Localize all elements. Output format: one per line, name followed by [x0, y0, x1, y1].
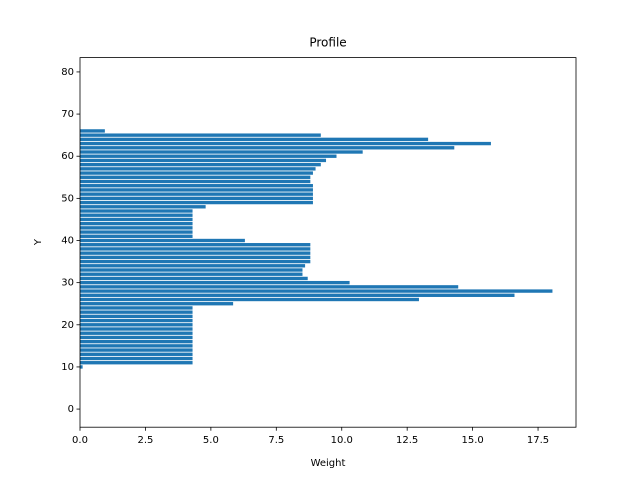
y-tick-label: 0 [68, 404, 74, 415]
bar [80, 247, 311, 251]
bar [80, 365, 83, 369]
x-tick-label: 0.0 [72, 435, 88, 446]
bar [80, 259, 311, 264]
bar [80, 226, 193, 230]
x-tick-label: 10.0 [331, 435, 353, 446]
bar [80, 255, 311, 260]
bar [80, 335, 193, 340]
y-tick-label: 20 [61, 320, 74, 331]
bar [80, 221, 193, 226]
bar [80, 196, 313, 201]
y-tick-label: 40 [61, 236, 74, 247]
bar [80, 268, 303, 272]
x-tick-label: 12.5 [396, 435, 418, 446]
bar [80, 179, 311, 184]
bar [80, 297, 419, 302]
bar [80, 264, 306, 268]
bar [80, 167, 316, 171]
x-tick-label: 2.5 [137, 435, 153, 446]
x-tick-label: 17.5 [527, 435, 549, 446]
bar [80, 280, 350, 285]
bar [80, 175, 311, 179]
bar [80, 133, 321, 137]
bar [80, 344, 193, 348]
x-axis-label: Weight [311, 458, 346, 469]
y-tick-label: 10 [61, 362, 74, 373]
bar [80, 272, 303, 276]
bar [80, 200, 313, 205]
x-tick-label: 7.5 [268, 435, 284, 446]
bar [80, 141, 491, 146]
bar [80, 310, 193, 314]
bar [80, 171, 313, 175]
bar [80, 209, 193, 213]
bar [80, 306, 193, 310]
bar [80, 230, 193, 234]
x-tick-label: 5.0 [203, 435, 219, 446]
bar [80, 276, 308, 281]
bar [80, 348, 193, 352]
bar [80, 323, 193, 327]
x-tick-label: 15.0 [461, 435, 483, 446]
bar [80, 234, 193, 238]
y-tick-label: 60 [61, 151, 74, 162]
bar [80, 188, 313, 192]
bar [80, 251, 311, 255]
bar [80, 137, 429, 142]
bar [80, 339, 193, 344]
bar [80, 314, 193, 319]
y-tick-label: 30 [61, 278, 74, 289]
bar [80, 158, 327, 163]
bar [80, 243, 311, 247]
bar [80, 293, 515, 297]
y-tick-label: 80 [61, 67, 74, 78]
bar [80, 184, 313, 188]
y-axis-label: Y [33, 238, 44, 246]
bar [80, 192, 313, 196]
bar [80, 129, 105, 133]
bar [80, 162, 321, 167]
bar [80, 361, 193, 365]
bar [80, 154, 337, 158]
bar [80, 146, 455, 150]
bar [80, 217, 193, 222]
bar [80, 318, 193, 323]
bar [80, 302, 234, 306]
bar [80, 356, 193, 361]
bar [80, 205, 206, 209]
bar [80, 150, 363, 154]
y-tick-label: 70 [61, 109, 74, 120]
bar [80, 238, 245, 243]
bar [80, 327, 193, 331]
bar [80, 331, 193, 335]
bar [80, 289, 553, 293]
plot-frame [79, 57, 577, 428]
bar [80, 213, 193, 217]
bar [80, 352, 193, 356]
bar [80, 285, 459, 289]
chart-title: Profile [309, 36, 346, 50]
y-tick-label: 50 [61, 193, 74, 204]
